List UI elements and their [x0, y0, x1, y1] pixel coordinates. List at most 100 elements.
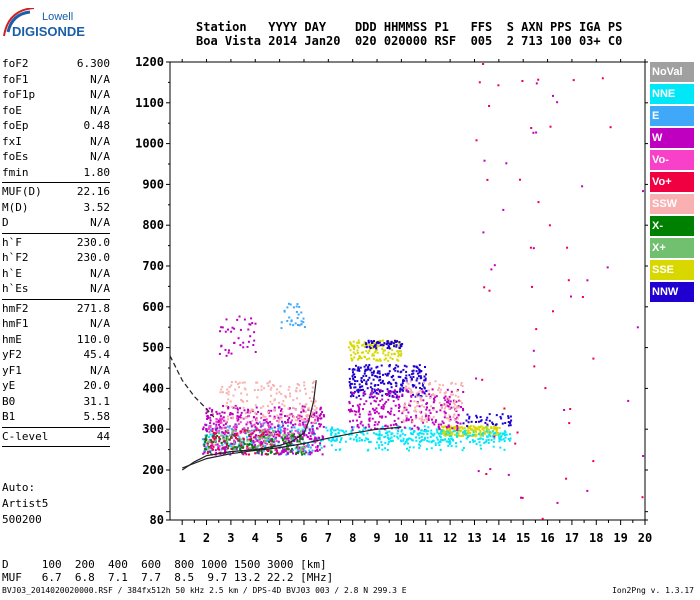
data-point: [211, 444, 214, 447]
param-separator: [2, 182, 110, 183]
data-point: [352, 419, 355, 422]
data-point: [289, 421, 292, 424]
data-point: [310, 421, 313, 424]
data-point: [254, 411, 257, 414]
data-point: [374, 384, 377, 386]
data-point: [361, 432, 364, 435]
data-point: [362, 429, 364, 432]
data-point: [460, 429, 462, 432]
data-point: [282, 451, 285, 454]
data-point: [215, 418, 218, 420]
data-point: [209, 422, 212, 425]
data-point: [535, 82, 538, 85]
data-point: [425, 448, 428, 451]
data-point: [417, 434, 420, 437]
data-point: [411, 420, 414, 423]
param-value: 3.52: [83, 200, 111, 214]
data-point: [288, 316, 291, 319]
param-key: yF2: [2, 348, 22, 361]
data-point: [407, 411, 410, 414]
param-value: N/A: [90, 282, 110, 295]
data-point: [507, 424, 510, 427]
data-point: [353, 373, 356, 376]
data-point: [468, 427, 471, 430]
data-point: [286, 306, 289, 309]
data-point: [275, 448, 278, 451]
data-point: [319, 444, 322, 447]
data-point: [207, 417, 210, 419]
data-point: [294, 408, 297, 411]
data-point: [213, 438, 216, 440]
data-point: [433, 399, 436, 402]
data-point: [413, 365, 416, 368]
param-row: fxI N/A: [2, 134, 110, 150]
data-point: [386, 374, 389, 377]
param-row: yF1 N/A: [2, 363, 110, 379]
data-point: [351, 392, 354, 395]
data-point: [363, 439, 366, 442]
data-point: [242, 446, 245, 449]
data-point: [307, 444, 310, 447]
data-point: [503, 432, 506, 435]
data-point: [286, 452, 289, 455]
data-point: [351, 429, 354, 432]
data-point: [298, 324, 301, 327]
data-point: [391, 394, 394, 397]
data-point: [432, 434, 435, 437]
data-point: [337, 431, 340, 434]
data-point: [356, 344, 359, 347]
data-point: [285, 439, 288, 442]
data-point: [287, 418, 289, 421]
data-point: [301, 428, 304, 431]
data-point: [250, 408, 253, 411]
data-point: [556, 101, 559, 104]
data-point: [208, 438, 211, 441]
data-point: [230, 445, 233, 448]
data-point: [439, 448, 442, 451]
data-point: [239, 407, 242, 410]
data-point: [208, 407, 211, 410]
data-point: [537, 78, 540, 81]
data-point: [236, 438, 239, 440]
data-point: [254, 351, 257, 353]
data-point: [462, 422, 465, 425]
data-point: [353, 346, 356, 349]
data-point: [349, 410, 351, 413]
data-point: [314, 409, 317, 411]
data-point: [424, 412, 427, 415]
data-point: [275, 436, 278, 439]
param-value: 20.0: [83, 379, 111, 392]
data-point: [276, 433, 278, 436]
data-point: [365, 342, 368, 345]
data-point: [362, 351, 365, 354]
data-point: [309, 453, 312, 456]
data-point: [302, 317, 305, 320]
data-point: [457, 405, 460, 408]
data-point: [449, 418, 452, 421]
data-point: [432, 408, 435, 411]
data-point: [288, 407, 291, 410]
data-point: [209, 433, 212, 436]
data-point: [448, 414, 451, 417]
data-point: [393, 391, 396, 394]
data-point: [457, 432, 460, 435]
data-point: [231, 448, 234, 450]
data-point: [441, 439, 444, 442]
param-value: 230.0: [76, 235, 110, 249]
data-point: [461, 385, 464, 387]
data-point: [416, 402, 419, 404]
data-point: [405, 377, 408, 380]
data-point: [347, 409, 350, 411]
data-point: [299, 430, 302, 433]
data-point: [362, 343, 365, 346]
data-point: [358, 355, 361, 357]
data-point: [243, 381, 246, 384]
header-row1-cell: PS: [607, 20, 623, 34]
data-point: [467, 427, 470, 430]
data-point: [483, 431, 486, 434]
data-point: [345, 430, 347, 433]
data-point: [478, 433, 481, 436]
data-point: [462, 409, 465, 412]
data-point: [460, 435, 463, 437]
data-point: [292, 399, 295, 402]
